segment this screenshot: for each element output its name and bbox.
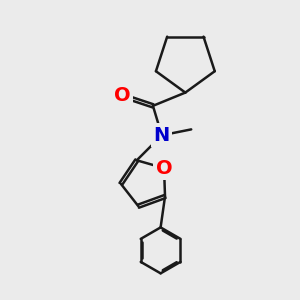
Text: O: O: [156, 159, 172, 178]
Text: N: N: [154, 126, 170, 145]
Text: O: O: [114, 86, 130, 105]
